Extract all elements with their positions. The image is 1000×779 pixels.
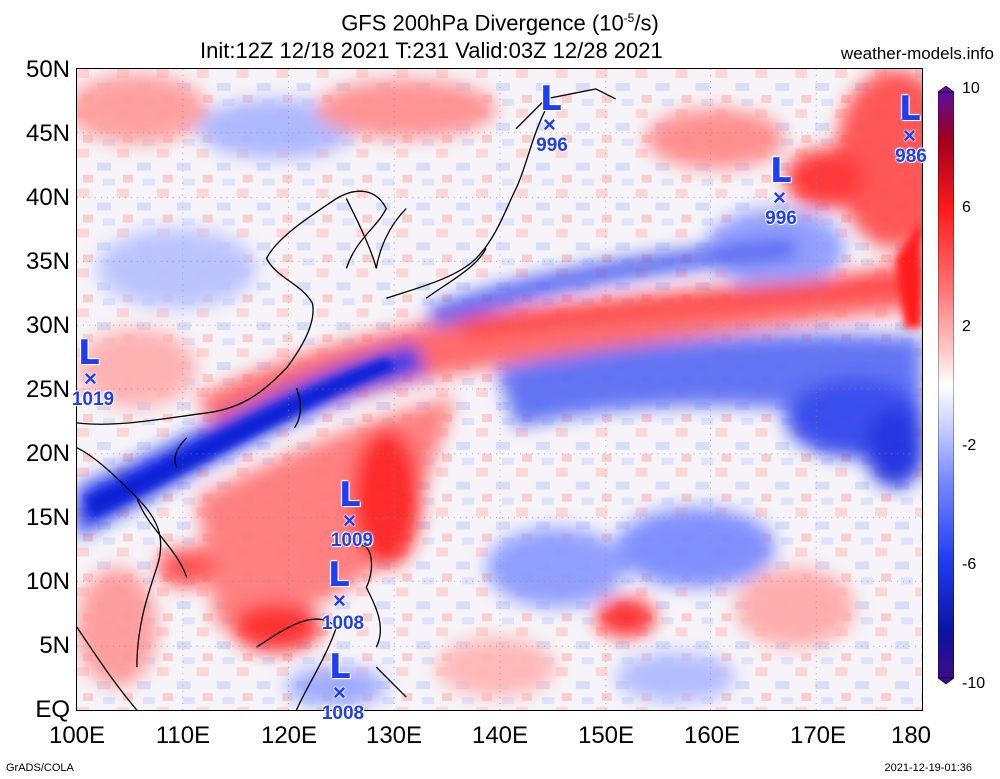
- low-pressure-symbol: L: [329, 647, 351, 687]
- colorbar-label: 2: [962, 318, 971, 335]
- divergence-map: [76, 68, 923, 711]
- low-center-marker: ×: [903, 123, 916, 148]
- lon-label: 160E: [683, 722, 741, 749]
- low-pressure-symbol: L: [770, 151, 792, 191]
- low-pressure-symbol: L: [540, 79, 562, 119]
- lon-label: 100E: [48, 722, 106, 749]
- low-pressure-symbol: L: [899, 89, 921, 129]
- low-center-marker: ×: [84, 366, 97, 391]
- lon-label: 110E: [155, 722, 211, 749]
- colorbar: [938, 86, 954, 684]
- low-pressure-value: 996: [536, 135, 568, 156]
- lat-label: 40N: [25, 184, 70, 211]
- low-pressure-value: 1019: [71, 389, 115, 410]
- colorbar-label: -6: [962, 556, 977, 573]
- colorbar-label: -10: [962, 675, 986, 692]
- low-pressure-symbol: L: [339, 475, 361, 515]
- lon-label: 180: [890, 722, 932, 749]
- low-pressure-value: 1009: [330, 530, 374, 551]
- low-center-marker: ×: [543, 112, 556, 137]
- lat-label: EQ: [35, 696, 70, 723]
- colorbar-label: 10: [962, 80, 980, 97]
- lat-label: 50N: [25, 56, 70, 83]
- low-pressure-value: 986: [895, 146, 927, 167]
- low-pressure-symbol: L: [328, 555, 350, 595]
- chart-subtitle: Init:12Z 12/18 2021 T:231 Valid:03Z 12/2…: [200, 38, 663, 63]
- footer-timestamp: 2021-12-19-01:36: [884, 762, 972, 774]
- lat-label: 30N: [25, 312, 70, 339]
- low-center-marker: ×: [333, 680, 346, 705]
- lat-label: 35N: [25, 248, 70, 275]
- lat-label: 10N: [25, 568, 70, 595]
- site-watermark: weather-models.info: [840, 44, 994, 63]
- lat-label: 5N: [39, 632, 70, 659]
- low-pressure-value: 1008: [321, 703, 365, 724]
- lon-label: 150E: [577, 722, 635, 749]
- lat-label: 45N: [25, 120, 70, 147]
- low-pressure-value: 996: [765, 208, 797, 229]
- lon-label: 140E: [471, 722, 529, 749]
- low-pressure-value: 1008: [321, 613, 365, 634]
- colorbar-label: 6: [962, 199, 971, 216]
- lat-label: 25N: [25, 376, 70, 403]
- footer-credit: GrADS/COLA: [6, 762, 74, 774]
- colorbar-label: -2: [962, 437, 977, 454]
- low-pressure-symbol: L: [78, 333, 100, 373]
- lat-label: 15N: [25, 504, 70, 531]
- lat-label: 20N: [25, 440, 70, 467]
- chart-title: GFS 200hPa Divergence (10-5/s): [341, 10, 659, 36]
- lon-label: 170E: [789, 722, 847, 749]
- low-center-marker: ×: [333, 588, 346, 613]
- low-center-marker: ×: [343, 508, 356, 533]
- lon-label: 130E: [365, 722, 423, 749]
- lon-label: 120E: [260, 722, 318, 749]
- low-center-marker: ×: [773, 185, 786, 210]
